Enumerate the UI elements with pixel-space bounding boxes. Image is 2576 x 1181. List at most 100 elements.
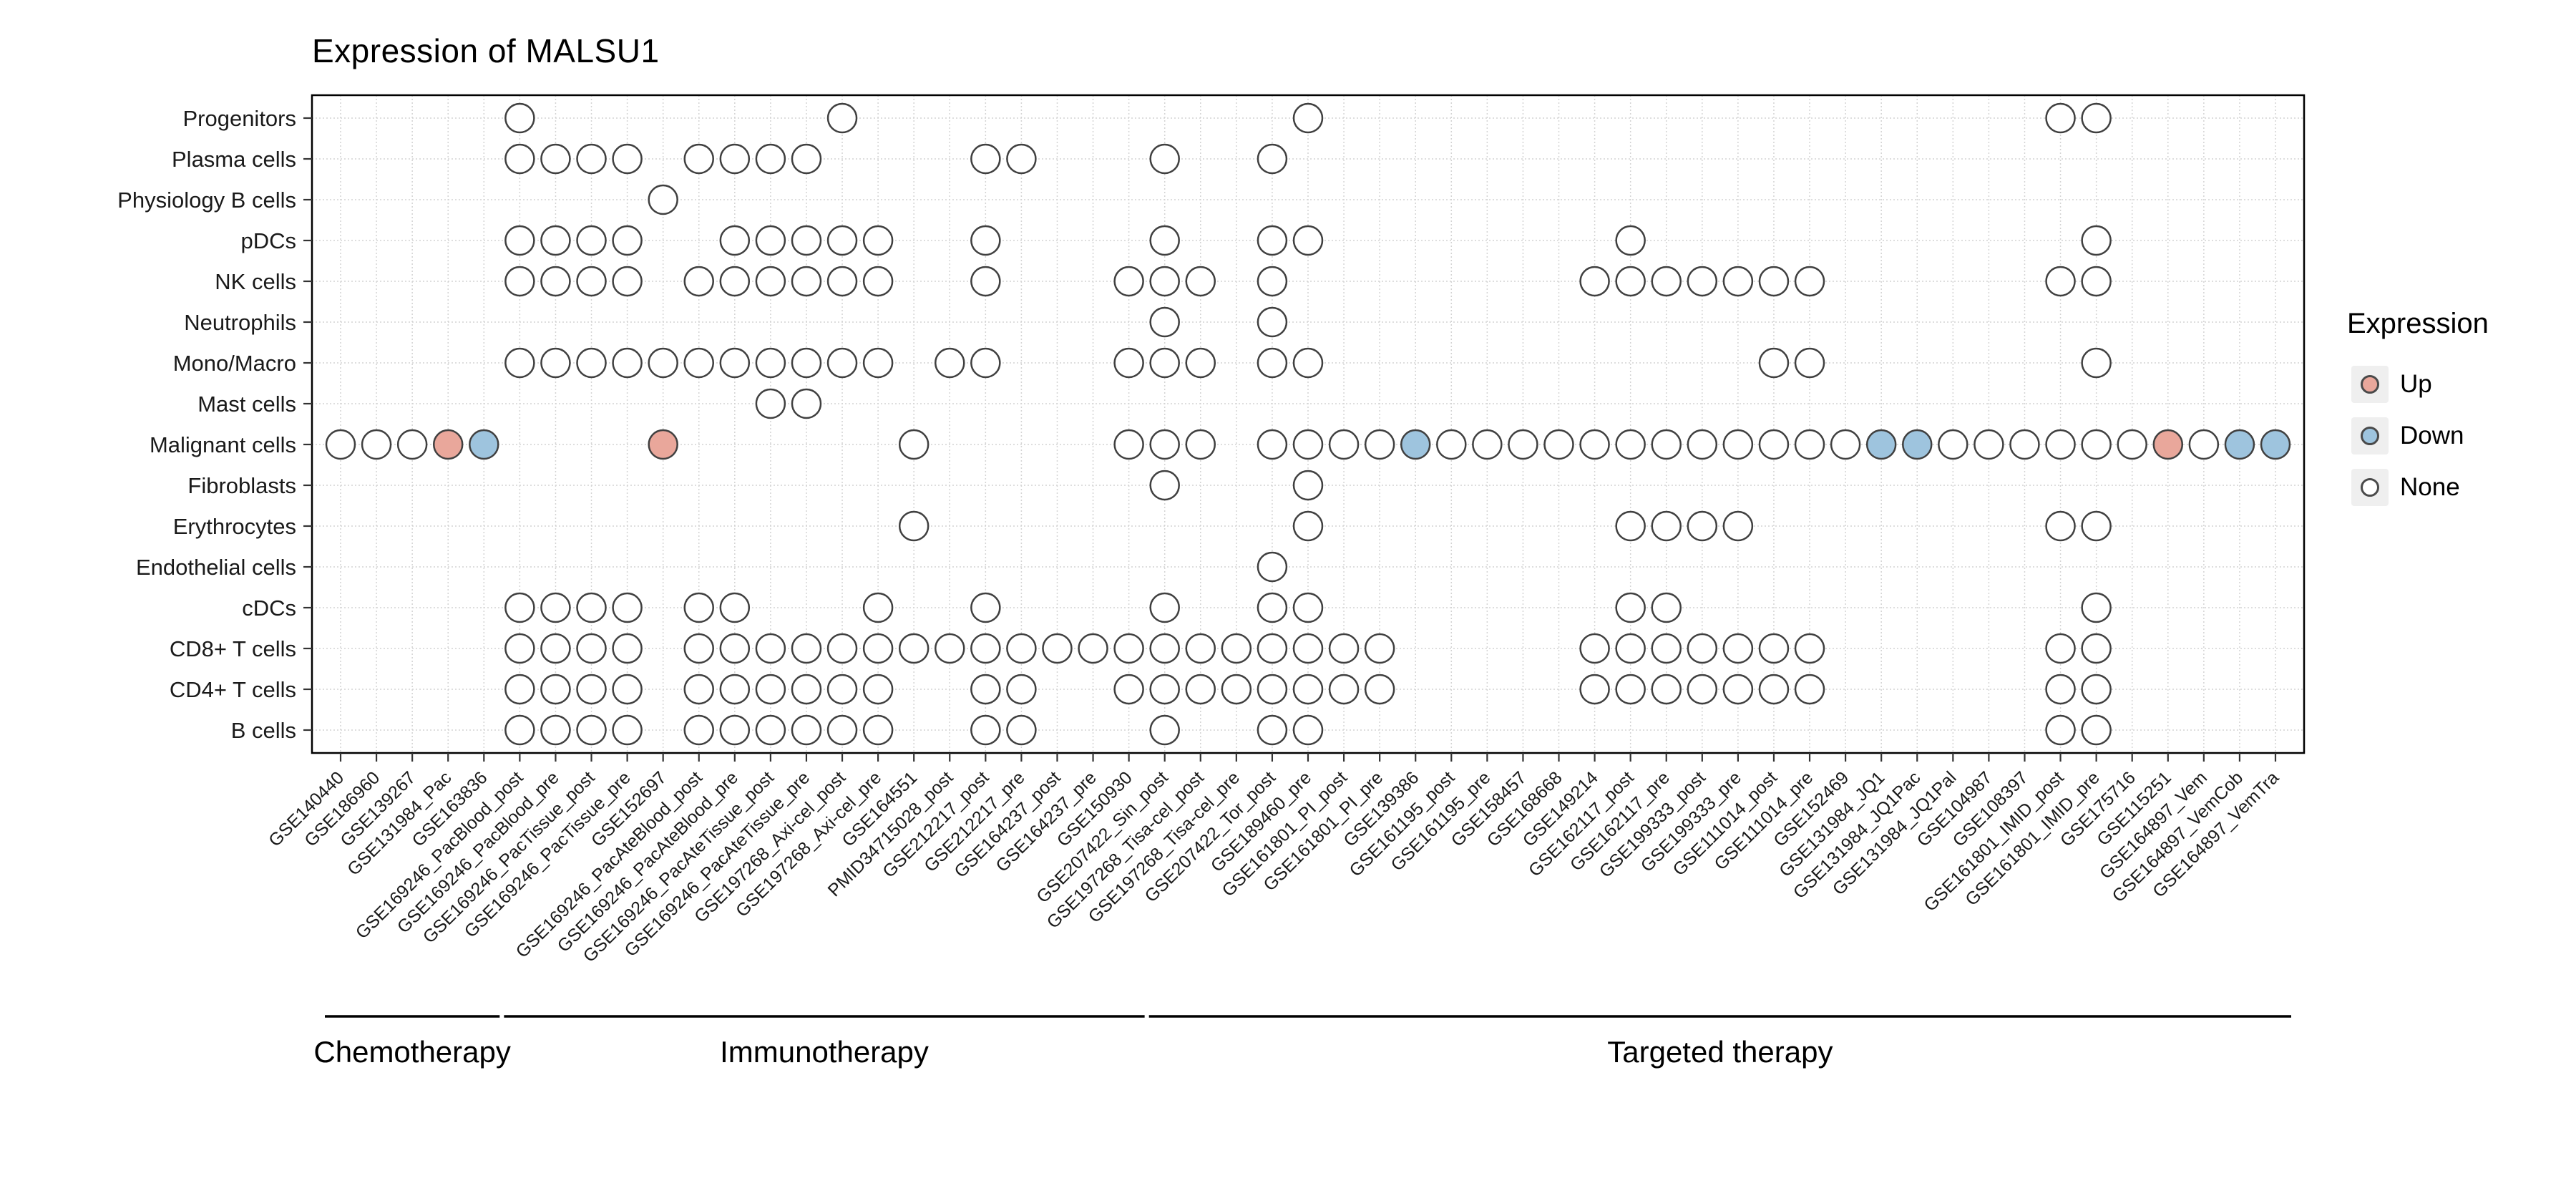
dot [1328,429,1360,460]
dot [1758,633,1790,664]
dot [1794,674,1825,705]
dot [1364,674,1395,705]
dot [683,674,714,705]
dot [1006,674,1037,705]
dot [683,266,714,297]
dot [504,347,535,379]
dot [361,429,392,460]
dot [1938,429,1968,460]
dot [791,225,822,256]
dot [1687,633,1718,664]
dot [719,592,751,623]
dot [1579,633,1610,664]
dot [1257,633,1288,664]
dot [755,347,786,379]
dot [719,266,751,297]
dot [1149,143,1180,175]
dot [1113,266,1144,297]
dot [970,225,1001,256]
dot [1257,592,1288,623]
dot [576,633,607,664]
dot [1149,633,1180,664]
dot [791,714,822,746]
dot [2045,714,2076,746]
dot [1292,714,1324,746]
dot [826,714,858,746]
dot [648,184,678,215]
dot [504,714,535,746]
dot [1185,266,1216,297]
dot [719,714,751,746]
dot [898,633,930,664]
dot [504,143,535,175]
y-tick-label: Mono/Macro [173,351,296,376]
dot [1149,225,1180,256]
dot [1257,714,1288,746]
dot [1687,429,1718,460]
dot [1113,633,1144,664]
dot [1328,633,1360,664]
dot [504,225,535,256]
dot [1794,347,1825,379]
dot [1794,633,1825,664]
dot [2081,429,2112,460]
dot [1149,592,1180,623]
dot [1257,429,1288,460]
y-tick-label: Neutrophils [184,310,296,335]
dot [719,633,751,664]
dot [1149,714,1180,746]
dot [1758,266,1790,297]
dot [826,102,858,134]
dot [540,592,571,623]
dot [1722,510,1754,542]
y-tick-label: CD4+ T cells [170,677,296,702]
legend-key-down [2351,417,2389,455]
dot [1758,347,1790,379]
dot [2045,266,2076,297]
dot [2045,633,2076,664]
dot [540,347,571,379]
dot [1257,306,1288,338]
group-label: Targeted therapy [1607,1035,1833,1069]
dot [898,429,930,460]
dot [1292,510,1324,542]
dot [2045,674,2076,705]
dot [1722,429,1754,460]
dot [862,633,894,664]
dot [1687,674,1718,705]
dot [755,714,786,746]
dot [1149,347,1180,379]
dot [1257,551,1288,583]
legend-label-none: None [2400,473,2460,501]
dot [1472,429,1503,460]
dot [1722,266,1754,297]
dot [1651,429,1682,460]
dot [1758,674,1790,705]
dot [1292,429,1324,460]
dot [862,347,894,379]
dot [540,674,571,705]
group-label: Chemotherapy [313,1035,510,1069]
dot [1579,674,1610,705]
dot [1508,429,1538,460]
dot [1794,429,1825,460]
dot [612,633,643,664]
dot [576,225,607,256]
dot [683,714,714,746]
dot [1006,633,1037,664]
dot [1794,266,1825,297]
dot [325,429,356,460]
dot [1185,347,1216,379]
dot [970,674,1001,705]
dot [1149,470,1180,501]
down-swatch-icon [2361,427,2379,445]
dot [432,429,464,460]
dot [1651,510,1682,542]
dot [2081,714,2112,746]
dot [1185,633,1216,664]
dot [1328,674,1360,705]
dot [1758,429,1790,460]
dot [755,633,786,664]
